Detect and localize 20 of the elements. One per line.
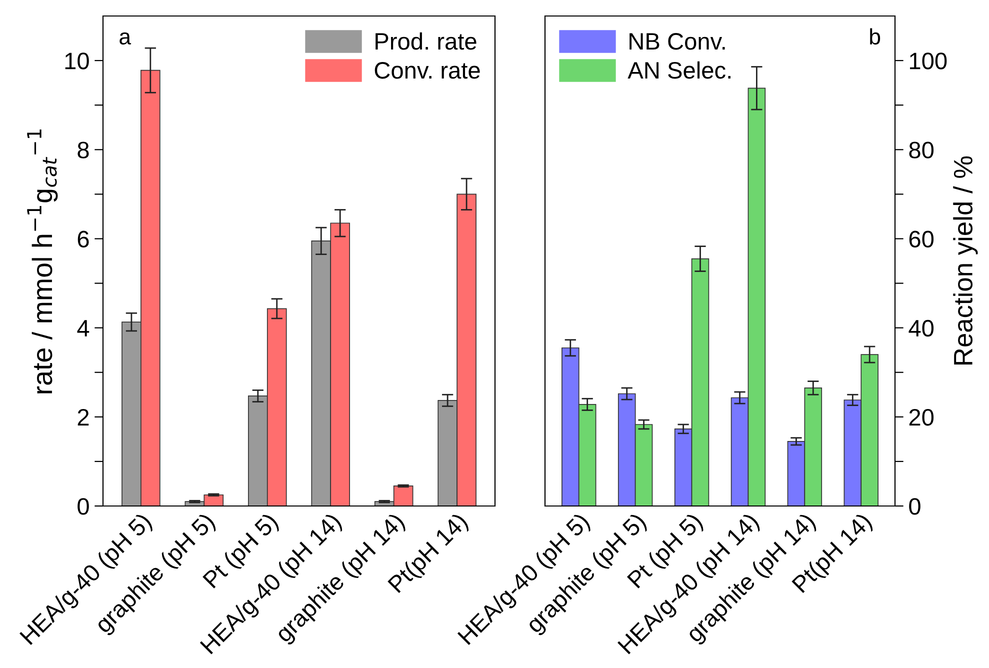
y2-tick-label: 60 [909,230,934,248]
annotation: a [120,32,132,45]
y2-tick-label: 40 [908,320,934,337]
legend-label: Conv. rate [374,62,480,79]
legend-label: NB Conv. [630,33,725,50]
annotation: b [870,28,880,45]
y2-tick-label: 20 [909,408,934,426]
y-tick-label: 2 [78,408,89,426]
y2-axis-title: Reaction yield / % [953,156,978,364]
y2-tick-label: 100 [910,52,947,70]
y-tick-label: 6 [78,230,89,248]
y-tick-label: 8 [78,142,89,158]
y2-tick-label: 80 [909,142,934,158]
y-tick-label: 0 [78,498,89,515]
y-axis-title: rate / mmol h$^{−1}$g$_{cat}$$^{−1}$ [27,130,58,394]
y2-tick-label: 0 [909,498,920,515]
legend-label: Prod. rate [376,32,476,50]
y-tick-label: 4 [77,320,90,336]
y-tick-label: 10 [65,52,89,70]
legend-label: AN Selec. [628,61,730,79]
